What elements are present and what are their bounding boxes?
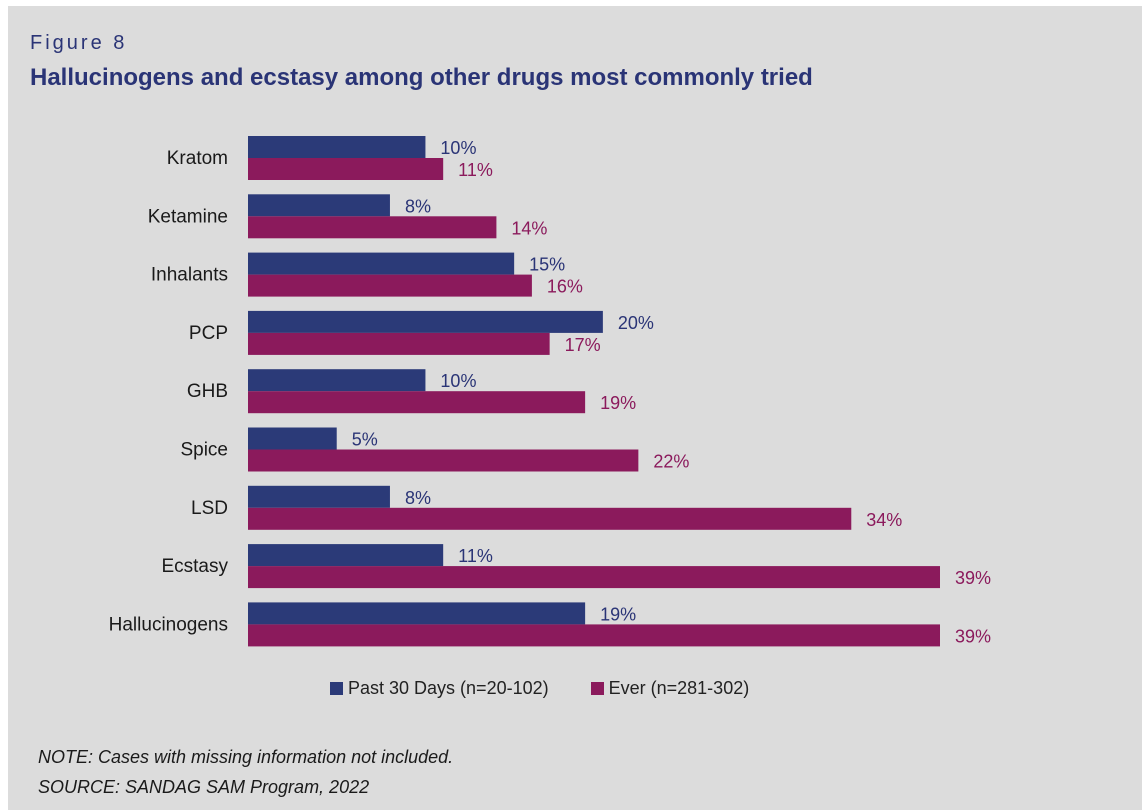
value-label-ever-inhalants: 16% bbox=[547, 277, 583, 297]
legend-item-past30: Past 30 Days (n=20-102) bbox=[330, 678, 549, 699]
bar-ever-spice bbox=[248, 449, 639, 472]
bar-past30-spice bbox=[248, 427, 337, 450]
category-label-ecstasy: Ecstasy bbox=[161, 556, 228, 577]
value-label-past30-ghb: 10% bbox=[440, 371, 476, 391]
legend-label-past30: Past 30 Days (n=20-102) bbox=[348, 678, 549, 698]
value-label-ever-pcp: 17% bbox=[565, 335, 601, 355]
category-label-pcp: PCP bbox=[189, 323, 228, 344]
value-label-ever-lsd: 34% bbox=[866, 510, 902, 530]
value-label-past30-ketamine: 8% bbox=[405, 196, 431, 216]
value-label-ever-ghb: 19% bbox=[600, 393, 636, 413]
bar-past30-inhalants bbox=[248, 252, 515, 275]
bar-past30-pcp bbox=[248, 310, 603, 333]
figure-label: Figure 8 bbox=[30, 32, 128, 54]
bar-chart: Kratom 10%11%Ketamine 8%14%Inhalants 15%16%… bbox=[109, 136, 991, 647]
category-label-spice: Spice bbox=[180, 440, 228, 461]
legend-swatch-past30 bbox=[330, 682, 343, 695]
bar-ever-lsd bbox=[248, 507, 852, 530]
value-label-ever-kratom: 11% bbox=[458, 160, 493, 180]
category-label-kratom: Kratom bbox=[167, 148, 228, 169]
bar-past30-kratom bbox=[248, 136, 426, 158]
value-label-ever-ketamine: 14% bbox=[511, 218, 547, 238]
bar-ever-inhalants bbox=[248, 274, 532, 297]
bar-past30-ghb bbox=[248, 369, 426, 392]
chart-title: Hallucinogens and ecstasy among other dr… bbox=[30, 64, 813, 91]
bar-ever-ecstasy bbox=[248, 566, 940, 589]
bar-past30-hallucinogens bbox=[248, 602, 586, 625]
source-text: SOURCE: SANDAG SAM Program, 2022 bbox=[38, 777, 370, 797]
bar-ever-hallucinogens bbox=[248, 624, 940, 647]
value-label-past30-pcp: 20% bbox=[618, 313, 654, 333]
category-label-hallucinogens: Hallucinogens bbox=[109, 614, 228, 635]
category-label-ghb: GHB bbox=[187, 381, 228, 402]
bar-past30-ecstasy bbox=[248, 544, 444, 567]
legend: Past 30 Days (n=20-102) Ever (n=281-302) bbox=[330, 678, 791, 699]
value-label-past30-inhalants: 15% bbox=[529, 255, 565, 275]
bar-ever-kratom bbox=[248, 158, 444, 180]
category-label-ketamine: Ketamine bbox=[148, 206, 228, 227]
bar-ever-ghb bbox=[248, 391, 586, 414]
footnotes: NOTE: Cases with missing information not… bbox=[38, 742, 453, 802]
category-label-lsd: LSD bbox=[191, 498, 228, 519]
value-label-past30-kratom: 10% bbox=[440, 138, 476, 158]
legend-swatch-ever bbox=[590, 682, 604, 695]
value-label-ever-hallucinogens: 39% bbox=[955, 626, 991, 646]
bar-ever-pcp bbox=[248, 332, 550, 355]
legend-label-ever: Ever (n=281-302) bbox=[608, 678, 750, 698]
value-label-past30-lsd: 8% bbox=[405, 488, 431, 508]
value-label-past30-ecstasy: 11% bbox=[458, 546, 493, 566]
bar-past30-ketamine bbox=[248, 194, 390, 217]
bar-past30-lsd bbox=[248, 485, 390, 508]
value-label-ever-spice: 22% bbox=[653, 452, 689, 472]
value-label-past30-spice: 5% bbox=[352, 430, 378, 450]
legend-item-ever: Ever (n=281-302) bbox=[590, 678, 750, 699]
category-label-inhalants: Inhalants bbox=[151, 265, 228, 286]
bar-ever-ketamine bbox=[248, 216, 497, 239]
value-label-ever-ecstasy: 39% bbox=[955, 568, 991, 588]
note-text: NOTE: Cases with missing information not… bbox=[38, 747, 454, 767]
value-label-past30-hallucinogens: 19% bbox=[600, 604, 636, 624]
figure-panel: Figure 8 Hallucinogens and ecstasy among… bbox=[8, 6, 1142, 810]
